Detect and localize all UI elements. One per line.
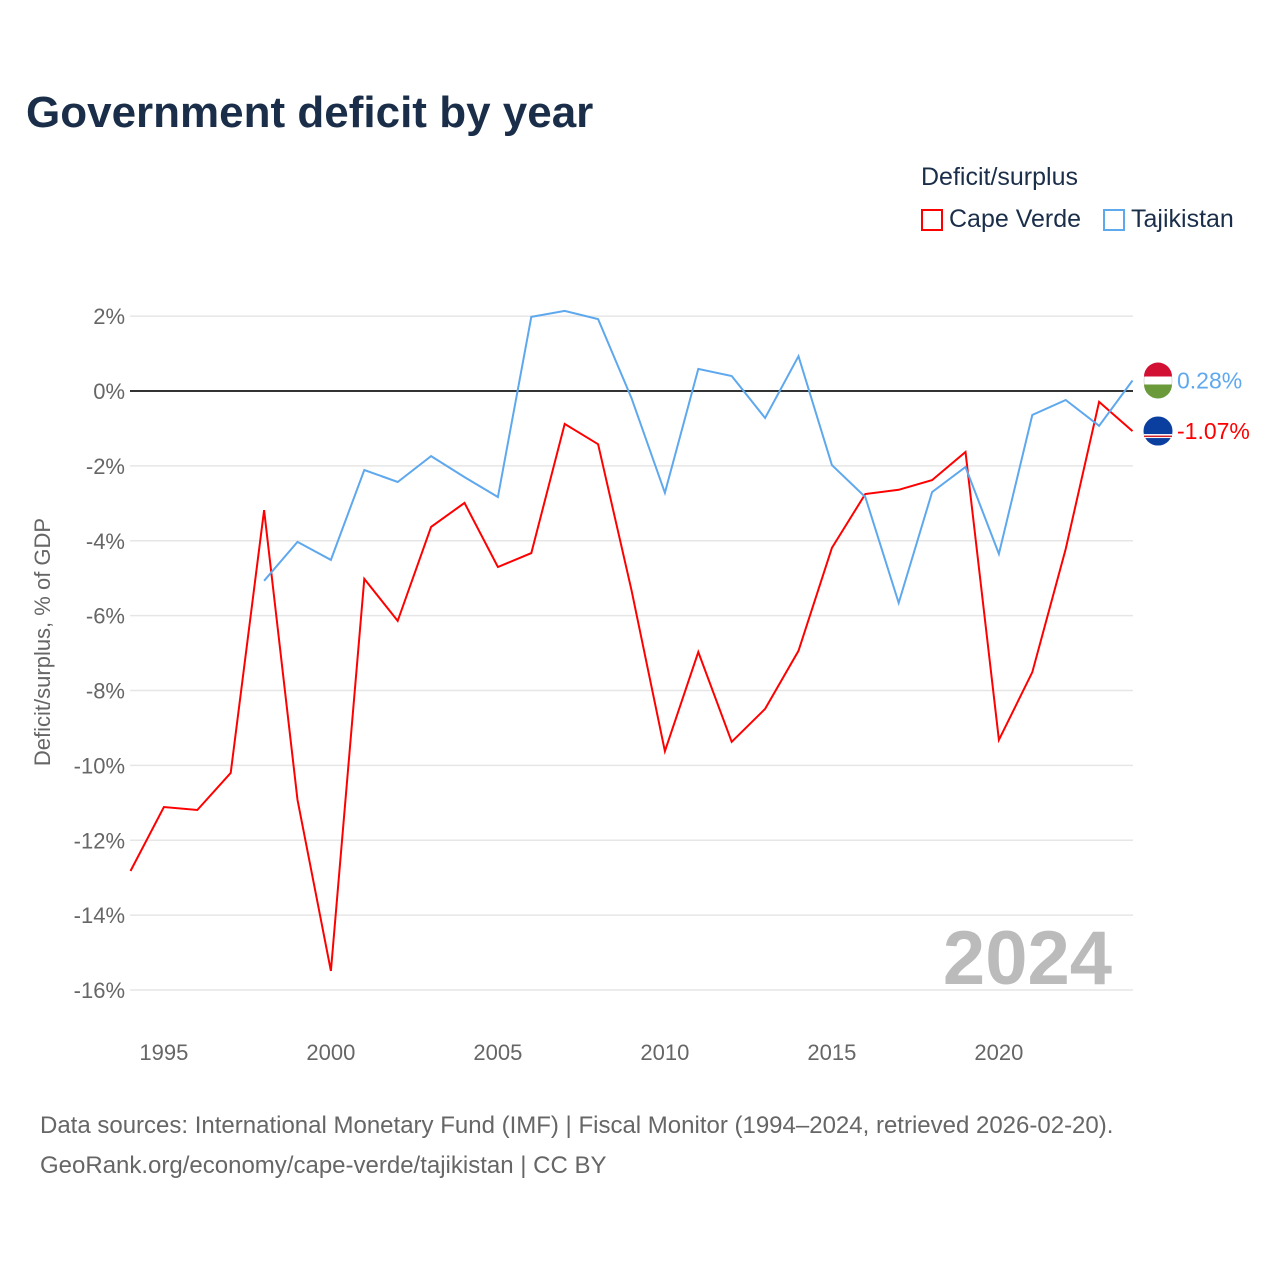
- x-tick-label: 2000: [306, 1040, 355, 1065]
- y-tick-label: 2%: [93, 304, 125, 329]
- y-tick-label: -16%: [74, 978, 125, 1003]
- chart-title: Government deficit by year: [26, 88, 594, 137]
- flag-stripe: [1144, 362, 1172, 377]
- x-tick-label: 2015: [807, 1040, 856, 1065]
- y-tick-label: -4%: [86, 529, 125, 554]
- legend-title: Deficit/surplus: [921, 163, 1078, 191]
- legend-item-tajikistan[interactable]: Tajikistan: [1103, 205, 1234, 234]
- y-tick-label: -10%: [74, 753, 125, 778]
- legend-label: Tajikistan: [1131, 205, 1234, 233]
- end-value-label: 0.28%: [1177, 368, 1242, 394]
- series-line-tajikistan: [263, 309, 1134, 607]
- legend-swatch: [921, 208, 943, 231]
- y-tick-label: -2%: [86, 454, 125, 479]
- legend-item-cape-verde[interactable]: Cape Verde: [921, 205, 1081, 234]
- y-tick-label: -12%: [74, 828, 125, 853]
- y-tick-label: -6%: [86, 604, 125, 629]
- year-watermark: 2024: [943, 916, 1112, 1001]
- source-line-1: Data sources: International Monetary Fun…: [40, 1112, 1114, 1139]
- x-tick-label: 2005: [473, 1040, 522, 1065]
- source-note: Data sources: International Monetary Fun…: [40, 1106, 1113, 1186]
- flag-stripe: [1144, 384, 1172, 399]
- y-axis-label: Deficit/surplus, % of GDP: [30, 518, 55, 766]
- x-tick-label: 1995: [139, 1040, 188, 1065]
- cape-verde-flag-icon: [1143, 416, 1173, 446]
- y-tick-label: 0%: [93, 379, 125, 404]
- legend-label: Cape Verde: [949, 205, 1082, 233]
- x-tick-label: 2020: [974, 1040, 1023, 1065]
- series-line-cape-verde: [129, 400, 1134, 972]
- flag-stripe: [1144, 435, 1172, 438]
- y-tick-label: -14%: [74, 903, 125, 928]
- legend-swatch: [1103, 208, 1125, 231]
- y-tick-label: -8%: [86, 679, 125, 704]
- source-line-2[interactable]: GeoRank.org/economy/cape-verde/tajikista…: [40, 1152, 607, 1179]
- end-value-label: -1.07%: [1177, 418, 1250, 444]
- x-tick-label: 2010: [640, 1040, 689, 1065]
